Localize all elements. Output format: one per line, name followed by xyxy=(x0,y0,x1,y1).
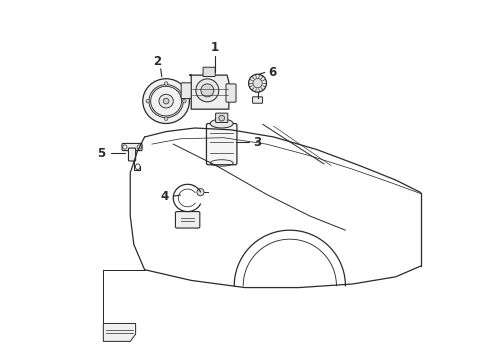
Ellipse shape xyxy=(159,94,173,108)
FancyBboxPatch shape xyxy=(175,212,200,228)
Circle shape xyxy=(201,84,214,97)
Text: 1: 1 xyxy=(211,41,219,54)
Ellipse shape xyxy=(146,99,149,103)
Ellipse shape xyxy=(164,117,168,121)
FancyBboxPatch shape xyxy=(122,143,142,150)
Ellipse shape xyxy=(151,86,181,116)
Text: 5: 5 xyxy=(98,147,106,159)
Circle shape xyxy=(248,74,267,92)
Ellipse shape xyxy=(210,119,233,128)
Text: 2: 2 xyxy=(153,55,161,68)
Circle shape xyxy=(219,115,224,121)
FancyBboxPatch shape xyxy=(216,113,228,122)
Polygon shape xyxy=(190,75,229,109)
FancyBboxPatch shape xyxy=(226,84,236,102)
Text: 6: 6 xyxy=(268,66,276,79)
FancyBboxPatch shape xyxy=(206,123,237,165)
Circle shape xyxy=(253,78,262,88)
Circle shape xyxy=(197,189,204,196)
Text: 3: 3 xyxy=(253,136,262,149)
FancyBboxPatch shape xyxy=(252,97,263,103)
Circle shape xyxy=(163,98,169,104)
Polygon shape xyxy=(103,323,136,341)
FancyBboxPatch shape xyxy=(181,83,191,99)
Ellipse shape xyxy=(183,99,186,103)
FancyBboxPatch shape xyxy=(128,148,136,161)
Ellipse shape xyxy=(143,79,190,123)
Circle shape xyxy=(196,79,219,102)
Text: 4: 4 xyxy=(160,190,169,203)
Ellipse shape xyxy=(164,82,168,85)
FancyBboxPatch shape xyxy=(203,67,215,77)
Ellipse shape xyxy=(149,85,183,118)
